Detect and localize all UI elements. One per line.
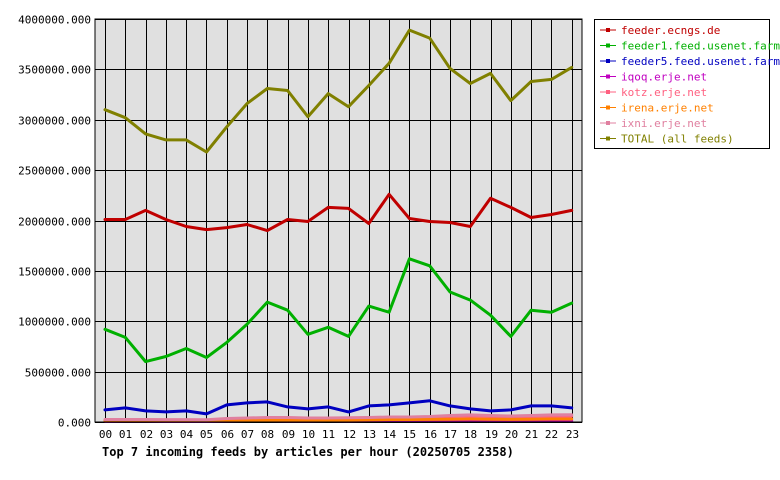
legend: feeder.ecngs.de feeder1.feed.usenet.farm f… (594, 19, 780, 149)
legend-entry: feeder5.feed.usenet.farm (621, 55, 780, 68)
y-tick-label: 500000.000 (25, 367, 91, 380)
legend-marker (606, 74, 610, 79)
x-tick-label: 20 (505, 428, 518, 441)
legend-marker (606, 28, 610, 32)
y-tick-label: 1500000.000 (18, 266, 91, 279)
x-tick-label: 09 (282, 428, 295, 441)
series-line-1 (103, 192, 574, 233)
y-axis-ticks: 0.000 500000.000 1000000.000 1500000.000 200… (18, 14, 91, 430)
x-tick-label: 17 (444, 428, 457, 441)
chart-title: Top 7 incoming feeds by articles per hou… (102, 445, 514, 459)
x-tick-label: 16 (424, 428, 437, 441)
x-tick-label: 12 (343, 428, 356, 441)
x-tick-label: 08 (261, 428, 274, 441)
x-tick-label: 06 (221, 428, 234, 441)
y-tick-label: 1000000.000 (18, 316, 91, 329)
x-tick-label: 02 (140, 428, 153, 441)
legend-entry: kotz.erje.net (621, 86, 707, 99)
legend-entry: feeder.ecngs.de (621, 24, 720, 37)
legend-marker (606, 136, 610, 141)
legend-marker (606, 121, 610, 125)
x-tick-label: 01 (119, 428, 132, 441)
x-tick-label: 07 (241, 428, 254, 441)
y-tick-label: 3000000.000 (18, 115, 91, 128)
x-tick-label: 14 (383, 428, 397, 441)
x-axis-ticks: 00 01 02 03 04 05 06 07 08 09 10 11 12 13 14 15 16 17 18 19… (99, 428, 579, 441)
series-line-7 (103, 413, 574, 422)
y-tick-label: 0.000 (58, 417, 91, 430)
x-tick-label: 23 (566, 428, 579, 441)
x-tick-label: 22 (545, 428, 558, 441)
legend-entry: iqoq.erje.net (621, 71, 707, 84)
legend-box (594, 19, 770, 149)
legend-marker (606, 105, 610, 110)
x-tick-label: 19 (485, 428, 498, 441)
plot-border (94, 18, 583, 423)
legend-marker (606, 59, 610, 63)
legend-marker (606, 90, 610, 94)
x-tick-label: 05 (200, 428, 213, 441)
y-tick-label: 3500000.000 (18, 64, 91, 77)
legend-entry: ixni.erje.net (621, 117, 707, 130)
series-line-3 (103, 399, 574, 416)
x-tick-label: 13 (363, 428, 376, 441)
legend-marker (606, 43, 610, 48)
x-tick-label: 10 (302, 428, 315, 441)
y-tick-label: 2500000.000 (18, 165, 91, 178)
x-tick-label: 15 (403, 428, 416, 441)
y-tick-label: 4000000.000 (18, 14, 91, 27)
x-tick-label: 03 (160, 428, 173, 441)
x-tick-label: 18 (464, 428, 477, 441)
legend-entry: TOTAL (all feeds) (621, 133, 734, 146)
x-tick-label: 21 (525, 428, 538, 441)
series-line-0 (103, 28, 574, 154)
x-tick-label: 11 (322, 428, 335, 441)
legend-entry: irena.erje.net (621, 102, 714, 115)
x-tick-label: 00 (99, 428, 112, 441)
x-tick-label: 04 (180, 428, 194, 441)
y-tick-label: 2000000.000 (18, 216, 91, 229)
legend-entry: feeder1.feed.usenet.farm (621, 40, 780, 53)
series-line-2 (103, 257, 574, 364)
series-lines (103, 28, 574, 423)
